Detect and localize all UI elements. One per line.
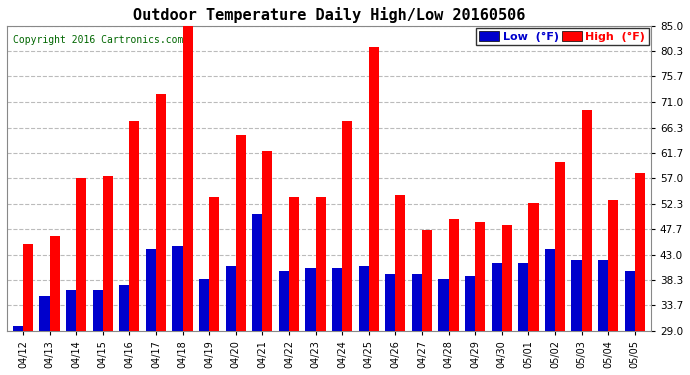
Bar: [129, 121, 139, 375]
Bar: [465, 276, 475, 375]
Bar: [359, 266, 368, 375]
Bar: [209, 197, 219, 375]
Bar: [289, 197, 299, 375]
Bar: [555, 162, 565, 375]
Bar: [183, 26, 193, 375]
Bar: [475, 222, 485, 375]
Bar: [50, 236, 59, 375]
Bar: [226, 266, 236, 375]
Bar: [236, 135, 246, 375]
Bar: [448, 219, 459, 375]
Bar: [395, 195, 406, 375]
Bar: [13, 326, 23, 375]
Bar: [156, 94, 166, 375]
Bar: [492, 263, 502, 375]
Bar: [262, 151, 273, 375]
Bar: [518, 263, 529, 375]
Bar: [92, 290, 103, 375]
Bar: [545, 249, 555, 375]
Text: Copyright 2016 Cartronics.com: Copyright 2016 Cartronics.com: [13, 34, 184, 45]
Bar: [608, 200, 618, 375]
Bar: [315, 197, 326, 375]
Bar: [103, 176, 113, 375]
Bar: [502, 225, 512, 375]
Bar: [624, 271, 635, 375]
Bar: [598, 260, 608, 375]
Bar: [23, 244, 33, 375]
Bar: [529, 203, 538, 375]
Bar: [342, 121, 353, 375]
Bar: [368, 47, 379, 375]
Bar: [253, 214, 262, 375]
Bar: [332, 268, 342, 375]
Bar: [306, 268, 315, 375]
Bar: [146, 249, 156, 375]
Bar: [571, 260, 582, 375]
Bar: [438, 279, 449, 375]
Bar: [119, 285, 129, 375]
Bar: [385, 274, 395, 375]
Bar: [39, 296, 50, 375]
Bar: [199, 279, 209, 375]
Bar: [422, 230, 432, 375]
Bar: [66, 290, 76, 375]
Title: Outdoor Temperature Daily High/Low 20160506: Outdoor Temperature Daily High/Low 20160…: [132, 7, 525, 23]
Legend: Low  (°F), High  (°F): Low (°F), High (°F): [476, 28, 649, 45]
Bar: [635, 173, 645, 375]
Bar: [279, 271, 289, 375]
Bar: [412, 274, 422, 375]
Bar: [76, 178, 86, 375]
Bar: [172, 246, 183, 375]
Bar: [582, 110, 592, 375]
